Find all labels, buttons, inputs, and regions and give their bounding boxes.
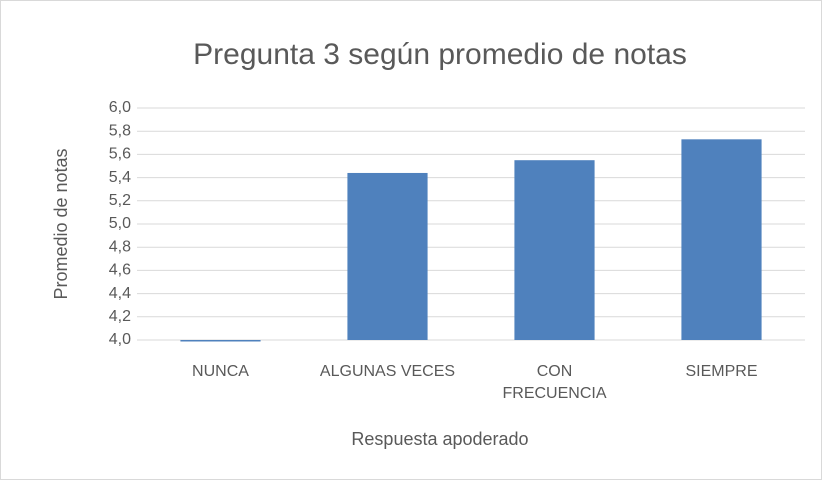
y-tick-label: 4,0 xyxy=(109,331,131,348)
bar xyxy=(514,160,595,340)
x-tick-label: ALGUNAS VECES xyxy=(319,363,456,380)
y-tick-label: 4,4 xyxy=(109,285,131,302)
chart-title: Pregunta 3 según promedio de notas xyxy=(193,38,687,71)
y-tick-label: 4,2 xyxy=(109,308,131,325)
y-tick-label: 4,6 xyxy=(109,262,131,279)
x-tick-label: CON FRECUENCIA xyxy=(502,363,607,402)
x-tick-label: NUNCA xyxy=(192,363,249,380)
y-tick-label: 5,4 xyxy=(109,169,131,186)
y-tick-label: 5,6 xyxy=(109,146,131,163)
y-tick-label: 6,0 xyxy=(109,99,131,116)
bar xyxy=(347,172,428,340)
x-axis-label: Respuesta apoderado xyxy=(351,429,528,449)
bar xyxy=(180,340,261,342)
y-tick-label: 5,0 xyxy=(109,215,131,232)
bar xyxy=(681,139,762,340)
x-tick-label: SIEMPRE xyxy=(685,363,758,380)
y-tick-label: 5,2 xyxy=(109,192,131,209)
y-tick-label: 5,8 xyxy=(109,122,131,139)
y-tick-label: 4,8 xyxy=(109,238,131,255)
y-axis-label: Promedio de notas xyxy=(51,148,71,299)
